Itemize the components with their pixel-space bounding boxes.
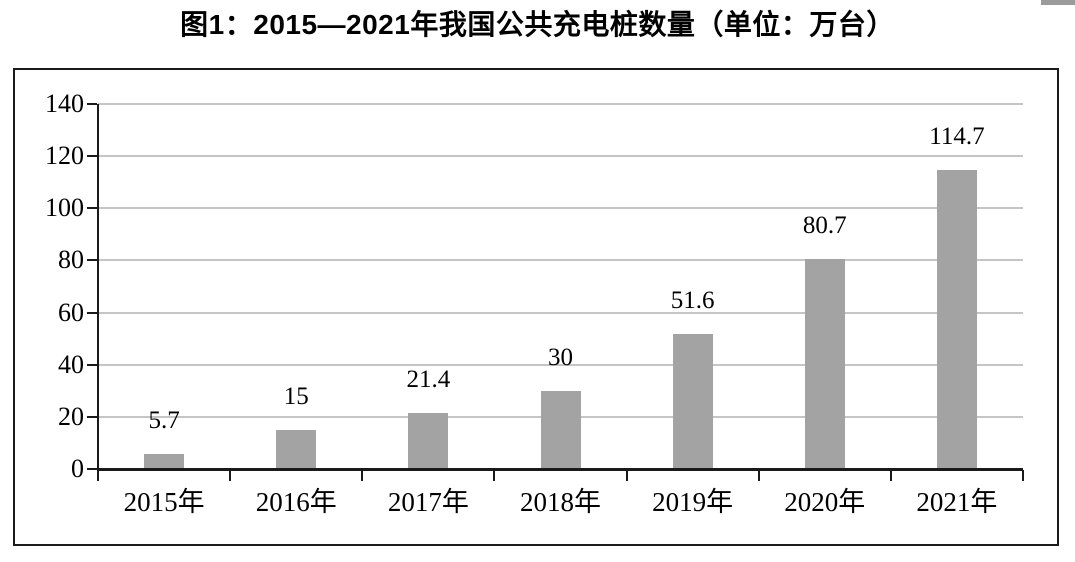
gridline-60 [98, 311, 1023, 314]
bar-value-label-2019: 51.6 [670, 287, 715, 315]
y-axis-tick-60 [87, 311, 97, 314]
y-axis-line [97, 104, 99, 480]
gridline-80 [98, 259, 1023, 262]
bar-chart-plot-area: 5.7 15 21.4 30 51.6 80.7 114.7 0 20 40 60 80 100 120 1… [15, 70, 1057, 544]
x-axis-tick-2 [361, 470, 364, 481]
x-axis-label-2016: 2016年 [255, 487, 337, 517]
bar-2015 [144, 454, 185, 469]
bar-2017 [408, 413, 449, 469]
x-axis-tick-7 [1022, 470, 1024, 481]
y-axis-label-40: 40 [58, 349, 84, 379]
y-axis-tick-0 [87, 468, 97, 470]
chart-title: 图1：2015—2021年我国公共充电桩数量（单位：万台） [180, 9, 895, 40]
bar-2018 [540, 390, 581, 469]
bar-value-label-2018: 30 [548, 343, 573, 371]
x-axis-tick-1 [229, 470, 232, 481]
gridline-120 [98, 155, 1023, 158]
bar-2019 [672, 334, 713, 469]
y-axis-label-0: 0 [71, 454, 84, 483]
x-axis-line [98, 468, 1023, 471]
chart-frame: 5.7 15 21.4 30 51.6 80.7 114.7 0 20 40 60 80 100 120 1… [13, 68, 1059, 546]
x-axis-label-2020: 2020年 [784, 487, 866, 517]
screen-edge-artifact [1041, 0, 1075, 5]
x-axis-tick-6 [889, 470, 892, 481]
bar-2021 [936, 169, 977, 469]
y-axis-label-120: 120 [45, 141, 84, 171]
bar-value-label-2021: 114.7 [929, 122, 985, 150]
bar-value-label-2015: 5.7 [148, 407, 180, 435]
gridline-40 [98, 363, 1023, 366]
y-axis-label-60: 60 [58, 297, 84, 327]
y-axis-label-140: 140 [45, 89, 84, 118]
bar-value-label-2020: 80.7 [802, 211, 847, 239]
bar-2016 [276, 429, 317, 469]
x-axis-tick-0 [97, 470, 99, 481]
bar-value-label-2017: 21.4 [406, 366, 451, 394]
y-axis-tick-140 [87, 103, 97, 105]
x-axis-label-2019: 2019年 [652, 487, 734, 517]
y-axis-tick-80 [87, 259, 97, 262]
x-axis-label-2015: 2015年 [123, 487, 205, 517]
y-axis-tick-100 [87, 207, 97, 210]
y-axis-tick-20 [87, 415, 97, 418]
y-axis-label-100: 100 [45, 193, 84, 223]
x-axis-label-2021: 2021年 [916, 487, 998, 517]
gridline-100 [98, 207, 1023, 210]
x-axis-label-2018: 2018年 [520, 487, 601, 517]
y-axis-label-20: 20 [58, 401, 84, 431]
gridline-140 [98, 103, 1023, 105]
y-axis-label-80: 80 [58, 245, 84, 275]
y-axis-tick-40 [87, 363, 97, 366]
bar-value-label-2016: 15 [283, 382, 309, 410]
y-axis-tick-120 [87, 155, 97, 158]
x-axis-label-2017: 2017年 [387, 487, 469, 517]
bar-2020 [804, 258, 845, 469]
x-axis-tick-3 [493, 470, 496, 481]
x-axis-tick-5 [757, 470, 760, 481]
x-axis-tick-4 [625, 470, 628, 481]
